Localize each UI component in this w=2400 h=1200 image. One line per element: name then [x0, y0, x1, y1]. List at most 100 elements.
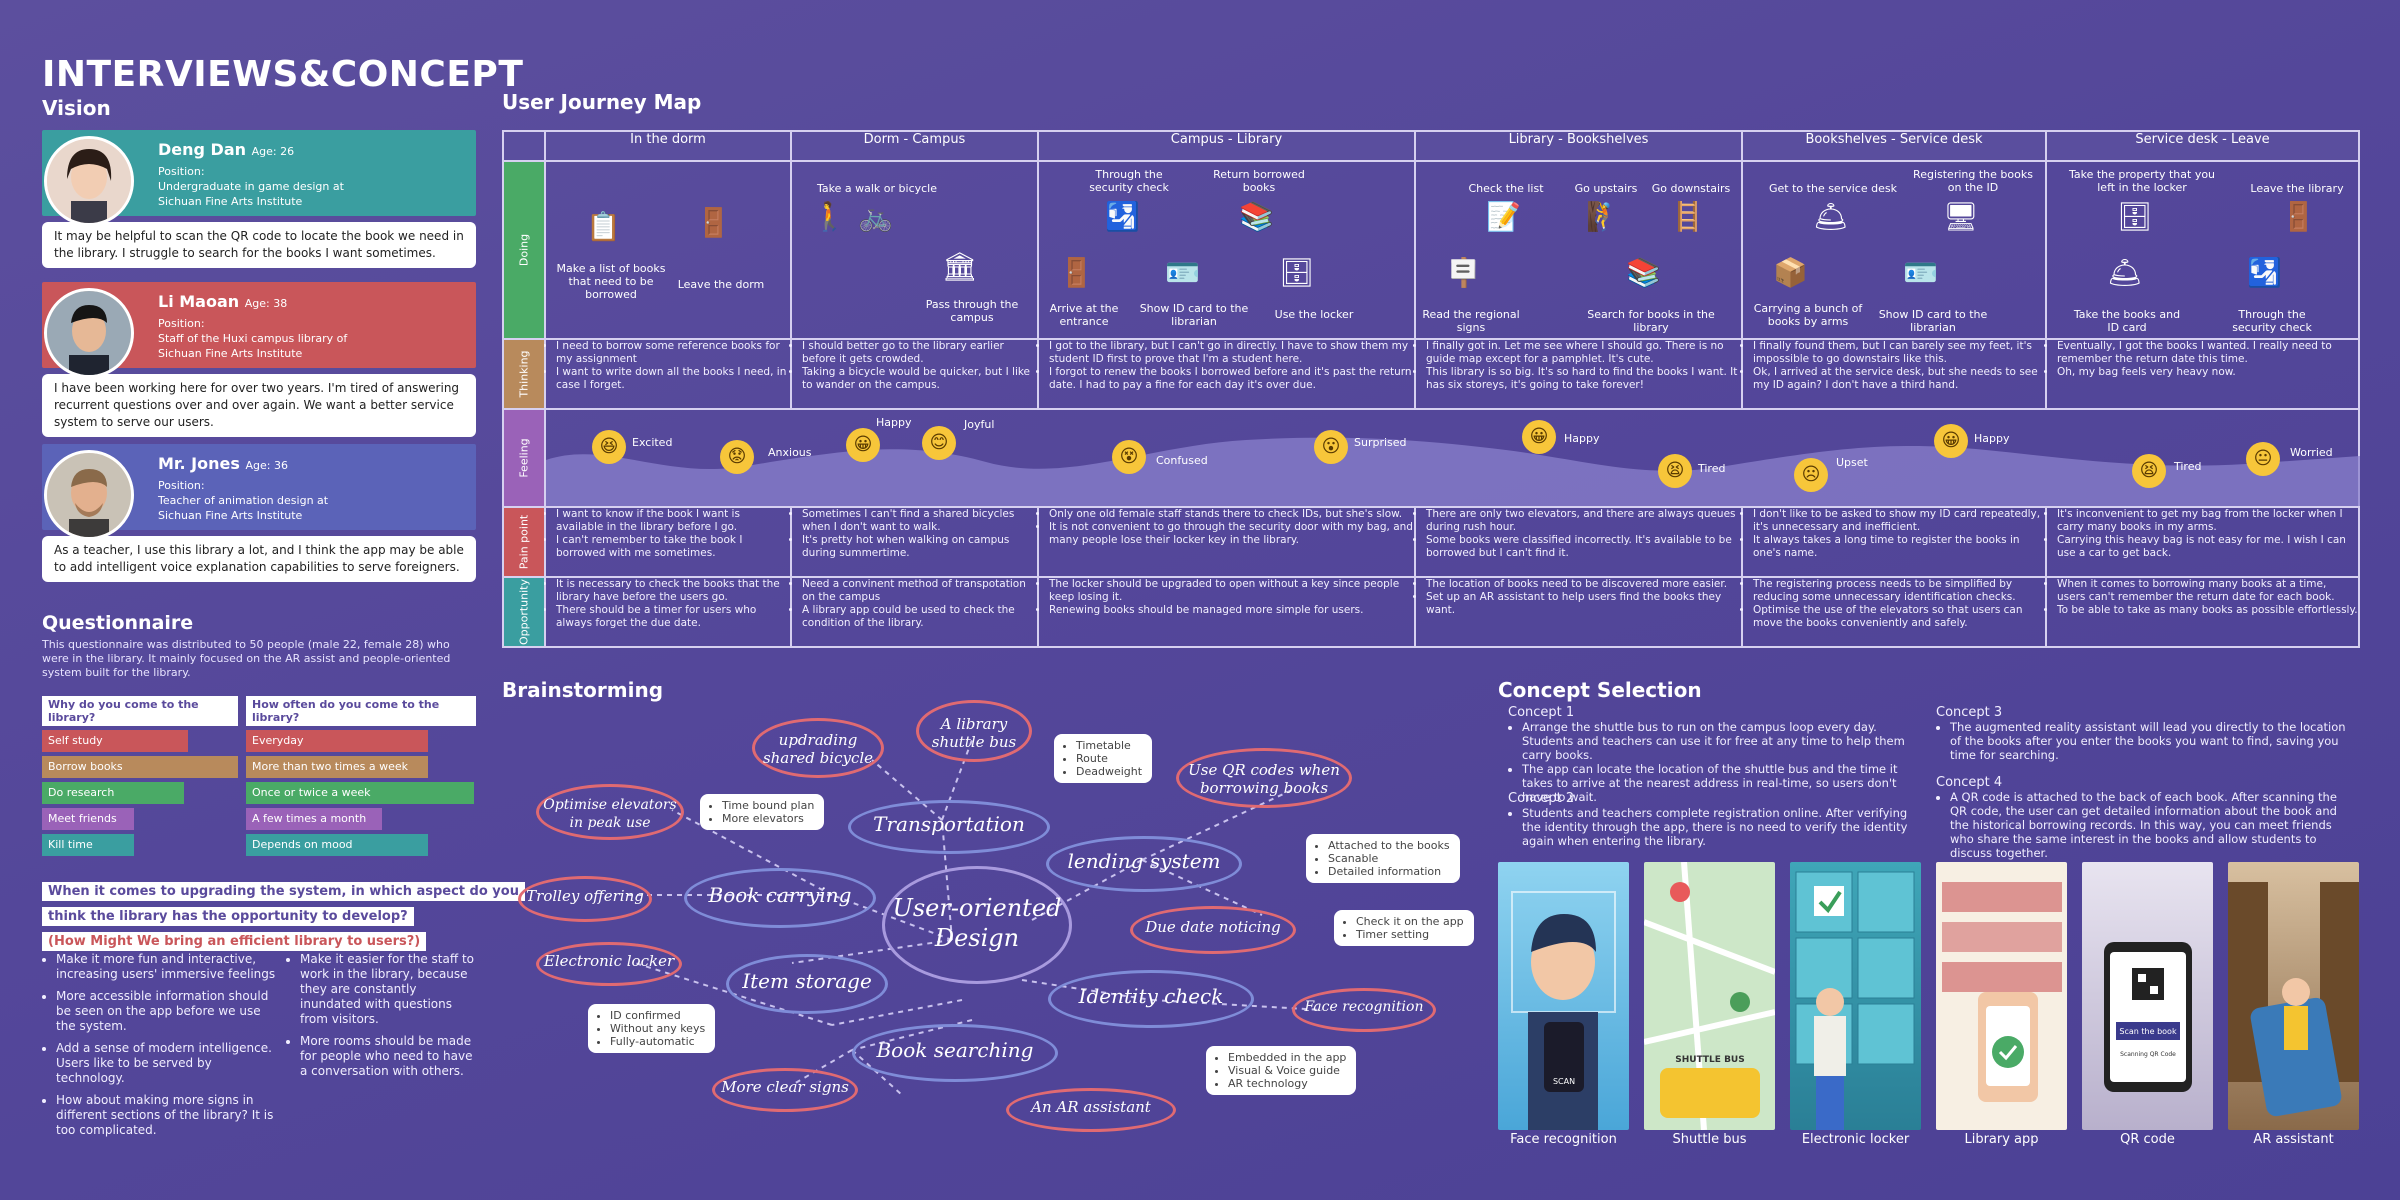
security-gate-icon: 🛂: [2247, 256, 2282, 289]
image-caption: QR code: [2120, 1132, 2175, 1147]
doing-cell: Get to the service desk Registering the …: [1741, 160, 2047, 340]
vision-heading: Vision: [42, 96, 111, 120]
action-label: Pass through the campus: [925, 298, 1019, 324]
main-node-book-searching: Book searching: [852, 1024, 1058, 1082]
doing-row: Doing 📋 🚪 Make a list of books that need…: [502, 160, 2360, 340]
question-label: How often do you come to the library?: [246, 696, 476, 726]
list-item: Make it easier for the staff to work in …: [300, 952, 476, 1027]
stage-header: Library - Bookshelves: [1414, 130, 1743, 162]
feeling-label: Confused: [1156, 454, 1208, 467]
feeling-label: Tired: [2174, 460, 2202, 473]
note-elevator: Time bound planMore elevators: [700, 794, 825, 830]
idea-node-qr-codes: Use QR codes when borrowing books: [1176, 748, 1352, 808]
doing-cell: Through the security check Return borrow…: [1037, 160, 1416, 340]
stage-header: Service desk - Leave: [2045, 130, 2360, 162]
persona-info: Position: Teacher of animation design at…: [158, 479, 329, 522]
stage-header: Dorm - Campus: [790, 130, 1039, 162]
ar-assistant-image: [2228, 862, 2359, 1130]
bicycle-icon: 🚲: [858, 200, 893, 233]
idea-node-ar-assistant: An AR assistant: [1006, 1088, 1176, 1132]
carry-books-icon: 📦: [1773, 256, 1808, 289]
action-label: Take the books and ID card: [2073, 308, 2181, 334]
answer-bar: Self study: [42, 730, 188, 752]
locker-icon: 🗄: [1279, 256, 1315, 289]
main-node-item-storage: Item storage: [726, 954, 888, 1014]
persona-banner: Mr. Jones Age: 36 Position: Teacher of a…: [42, 444, 476, 540]
action-label: Show ID card to the librarian: [1878, 308, 1988, 334]
row-label-doing: Doing: [502, 160, 546, 340]
concept-1: Concept 1 Arrange the shuttle bus to run…: [1508, 705, 1926, 805]
concept-title: Concept 1: [1508, 705, 1575, 720]
row-label-opportunity: Opportunity: [502, 576, 546, 648]
concept-4: Concept 4 A QR code is attached to the b…: [1936, 776, 2352, 861]
image-caption: Electronic locker: [1801, 1132, 1910, 1147]
anxious-face-icon: 😟: [720, 440, 754, 474]
questionnaire-left-bullets: Make it more fun and interactive, increa…: [42, 952, 282, 1145]
stage-header: In the dorm: [544, 130, 792, 162]
persona-age: Age: 38: [244, 297, 288, 310]
doing-cell: 📋 🚪 Make a list of books that need to be…: [544, 160, 792, 340]
persona-name: Li Maoan: [158, 292, 240, 311]
note-qr: Attached to the booksScanableDetailed in…: [1306, 834, 1460, 883]
feeling-label: Excited: [632, 436, 673, 449]
answer-bar: More than two times a week: [246, 756, 428, 778]
question-label: When it comes to upgrading the system, i…: [42, 882, 525, 901]
image-caption: AR assistant: [2253, 1132, 2334, 1147]
action-label: Through the security check: [2232, 308, 2312, 334]
row-label-feeling: Feeling: [502, 408, 546, 508]
action-label: Return borrowed books: [1213, 168, 1305, 194]
register-screen-icon: 🖥: [1943, 200, 1979, 233]
return-books-icon: 📚: [1239, 200, 1274, 233]
confused-face-icon: 😵: [1112, 440, 1146, 474]
happy-face-icon: 😀: [1934, 424, 1968, 458]
row-label-pain-point: Pain point: [502, 506, 546, 578]
checklist-icon: 📝: [1486, 200, 1521, 233]
corner-cell: [502, 130, 546, 162]
doing-cell: Check the list Go upstairs Go downstairs…: [1414, 160, 1743, 340]
svg-text:SCAN: SCAN: [1553, 1077, 1575, 1086]
qr-code-image: Scan the book Scanning QR Code: [2082, 862, 2213, 1130]
happy-face-icon: 😀: [846, 428, 880, 462]
image-caption: Library app: [1964, 1132, 2039, 1147]
list-item: Make it more fun and interactive, increa…: [56, 952, 282, 982]
feeling-row: Feeling 😆 Excited 😟 Anxious 😀 Happy 😊 Jo…: [502, 408, 2360, 508]
persona-quote: It may be helpful to scan the QR code to…: [42, 222, 476, 268]
persona-banner: Deng Dan Age: 26 Position: Undergraduate…: [42, 130, 476, 226]
hmw-block: When it comes to upgrading the system, i…: [42, 880, 525, 951]
note-shuttle: TimetableRouteDeadweight: [1054, 734, 1153, 783]
answer-bar: Meet friends: [42, 808, 134, 830]
journey-map-table: In the dorm Dorm - Campus Campus - Libra…: [502, 130, 2360, 648]
persona-info: Position: Undergraduate in game design a…: [158, 165, 344, 208]
question-label: think the library has the opportunity to…: [42, 907, 414, 926]
excited-face-icon: 😆: [592, 430, 626, 464]
feeling-label: Happy: [1974, 432, 2010, 445]
persona-card-deng-dan: Deng Dan Age: 26 Position: Undergraduate…: [42, 130, 476, 268]
desk-icon: 🛎: [2107, 256, 2143, 289]
concept-2: Concept 2 Students and teachers complete…: [1508, 792, 1926, 849]
persona-quote: I have been working here for over two ye…: [42, 374, 476, 437]
tired-face-icon: 😫: [2132, 454, 2166, 488]
idea-node-face-recognition: Face recognition: [1292, 988, 1436, 1032]
shuttle-bus-image: SHUTTLE BUS: [1644, 862, 1775, 1130]
thinking-cell: Eventually, I got the books I wanted. I …: [2045, 338, 2360, 410]
idea-node-shared-bicycle: updrading shared bicycle: [752, 718, 884, 778]
action-label: Take the property that you left in the l…: [2068, 168, 2216, 194]
feeling-label: Anxious: [768, 446, 812, 459]
list-item: How about making more signs in different…: [56, 1093, 282, 1138]
note-ar: Embedded in the appVisual & Voice guideA…: [1206, 1046, 1357, 1095]
action-label: Registering the books on the ID: [1913, 168, 2033, 194]
idea-node-shuttle-bus: A library shuttle bus: [916, 700, 1032, 762]
feeling-label: Worried: [2290, 446, 2333, 459]
id-card-icon: 🪪: [1903, 256, 1938, 289]
opportunity-cell: Need a convinent method of transpotation…: [790, 576, 1039, 648]
shuttle-sign: SHUTTLE BUS: [1675, 1055, 1744, 1065]
questionnaire-heading: Questionnaire: [42, 612, 194, 634]
concept-3: Concept 3 The augmented reality assistan…: [1936, 706, 2352, 763]
questionnaire-right-bullets: Make it easier for the staff to work in …: [286, 952, 476, 1086]
action-label: Leave the library: [2250, 182, 2344, 195]
answer-bar: Do research: [42, 782, 184, 804]
feeling-label: Joyful: [964, 418, 995, 431]
list-item: Add a sense of modern intelligence. User…: [56, 1041, 282, 1086]
stage-header-row: In the dorm Dorm - Campus Campus - Libra…: [502, 130, 2360, 162]
scan-the-book-label: Scan the book: [2119, 1027, 2177, 1036]
